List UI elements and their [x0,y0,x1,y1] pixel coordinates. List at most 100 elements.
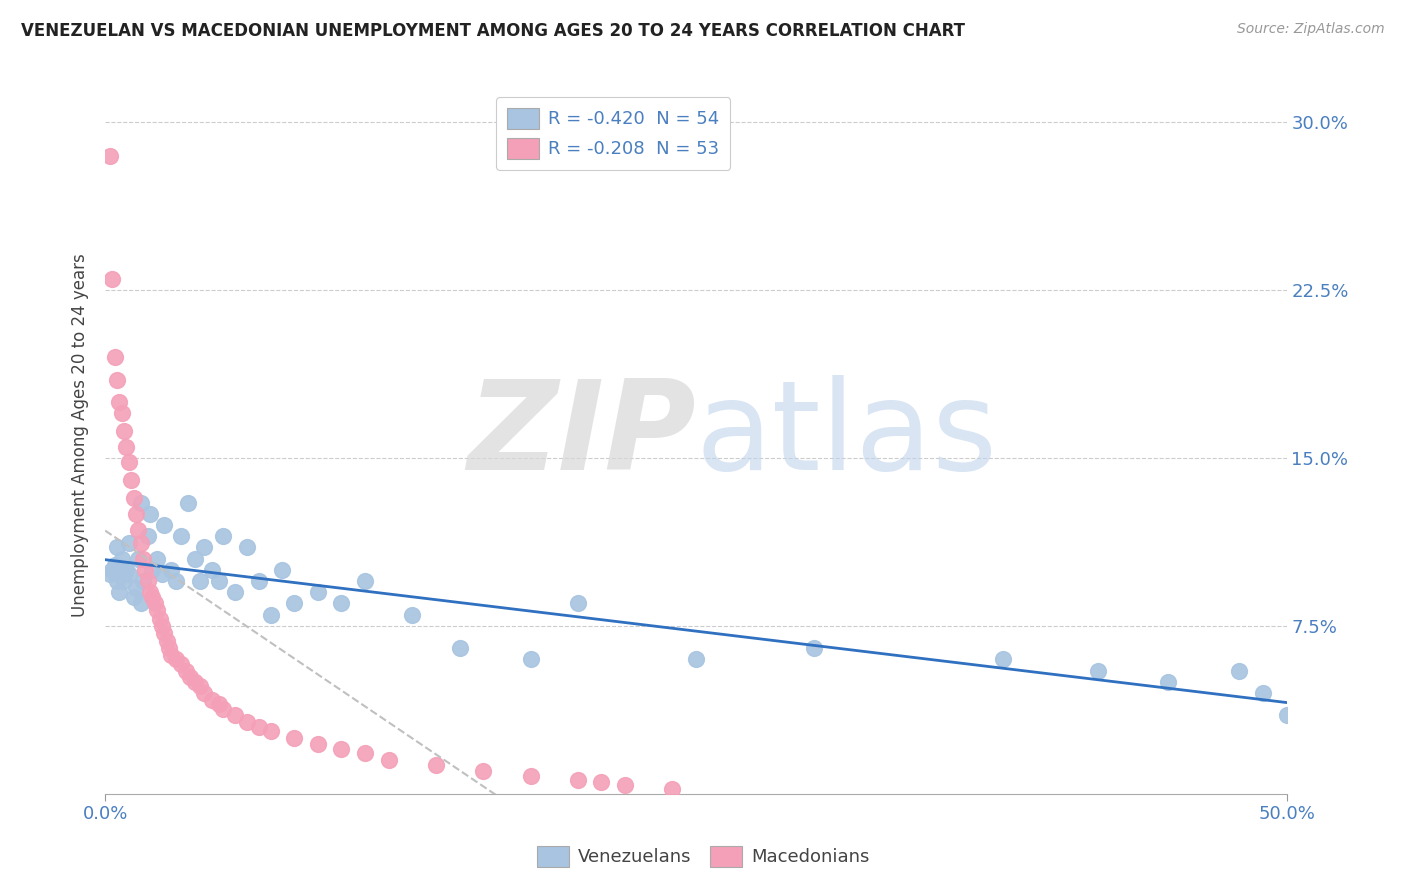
Point [139,507,162,521]
Point [120,473,142,487]
Point [236,714,259,729]
Point [118,567,141,582]
Point [271,563,294,577]
Point [991,652,1014,666]
Point [661,782,683,797]
Point [184,674,207,689]
Point [141,590,163,604]
Point [125,507,148,521]
Point [129,536,152,550]
Point [170,657,193,671]
Text: Source: ZipAtlas.com: Source: ZipAtlas.com [1237,22,1385,37]
Point [174,664,197,678]
Point [207,697,229,711]
Point [614,778,637,792]
Point [146,603,169,617]
Point [108,395,131,409]
Text: VENEZUELAN VS MACEDONIAN UNEMPLOYMENT AMONG AGES 20 TO 24 YEARS CORRELATION CHAR: VENEZUELAN VS MACEDONIAN UNEMPLOYMENT AM… [21,22,965,40]
Point [207,574,229,588]
Point [105,373,128,387]
Point [139,585,162,599]
Point [101,563,124,577]
Point [150,567,173,582]
Point [224,585,246,599]
Point [156,634,179,648]
Point [115,440,138,454]
Point [129,596,152,610]
Point [132,574,155,588]
Point [212,529,235,543]
Point [101,272,124,286]
Point [803,641,825,656]
Point [685,652,707,666]
Point [125,581,148,595]
Point [184,551,207,566]
Point [105,541,128,555]
Point [127,551,149,566]
Legend: R = -0.420  N = 54, R = -0.208  N = 53: R = -0.420 N = 54, R = -0.208 N = 53 [496,97,731,169]
Point [283,731,305,745]
Y-axis label: Unemployment Among Ages 20 to 24 years: Unemployment Among Ages 20 to 24 years [72,253,89,617]
Point [122,590,145,604]
Point [330,742,353,756]
Point [118,536,141,550]
Point [354,747,377,761]
Point [200,692,222,706]
Point [122,491,145,506]
Point [98,149,121,163]
Point [519,769,541,783]
Point [1227,664,1250,678]
Point [330,596,353,610]
Point [112,424,135,438]
Point [98,567,121,582]
Point [111,551,134,566]
Point [150,619,173,633]
Point [157,641,180,656]
Point [307,585,329,599]
Point [148,612,170,626]
Text: atlas: atlas [696,375,998,496]
Point [377,753,399,767]
Point [472,764,495,779]
Point [247,574,270,588]
Point [236,541,259,555]
Point [112,574,135,588]
Point [134,563,156,577]
Point [170,529,193,543]
Point [160,648,183,662]
Point [283,596,305,610]
Point [141,563,163,577]
Point [188,679,211,693]
Point [143,596,166,610]
Point [1157,674,1180,689]
Point [136,574,159,588]
Point [1251,686,1274,700]
Point [165,652,187,666]
Point [193,686,215,700]
Point [567,596,589,610]
Point [127,523,149,537]
Point [153,518,176,533]
Point [177,496,200,510]
Legend: Venezuelans, Macedonians: Venezuelans, Macedonians [529,838,877,874]
Point [259,724,281,739]
Point [118,455,141,469]
Point [247,719,270,733]
Point [200,563,222,577]
Point [188,574,211,588]
Point [146,551,169,566]
Point [153,625,176,640]
Point [193,541,215,555]
Point [212,701,235,715]
Point [224,708,246,723]
Point [129,496,152,510]
Point [105,574,128,588]
Point [354,574,377,588]
Point [165,574,187,588]
Point [160,563,183,577]
Point [104,350,127,364]
Point [259,607,281,622]
Point [136,529,159,543]
Point [401,607,423,622]
Point [519,652,541,666]
